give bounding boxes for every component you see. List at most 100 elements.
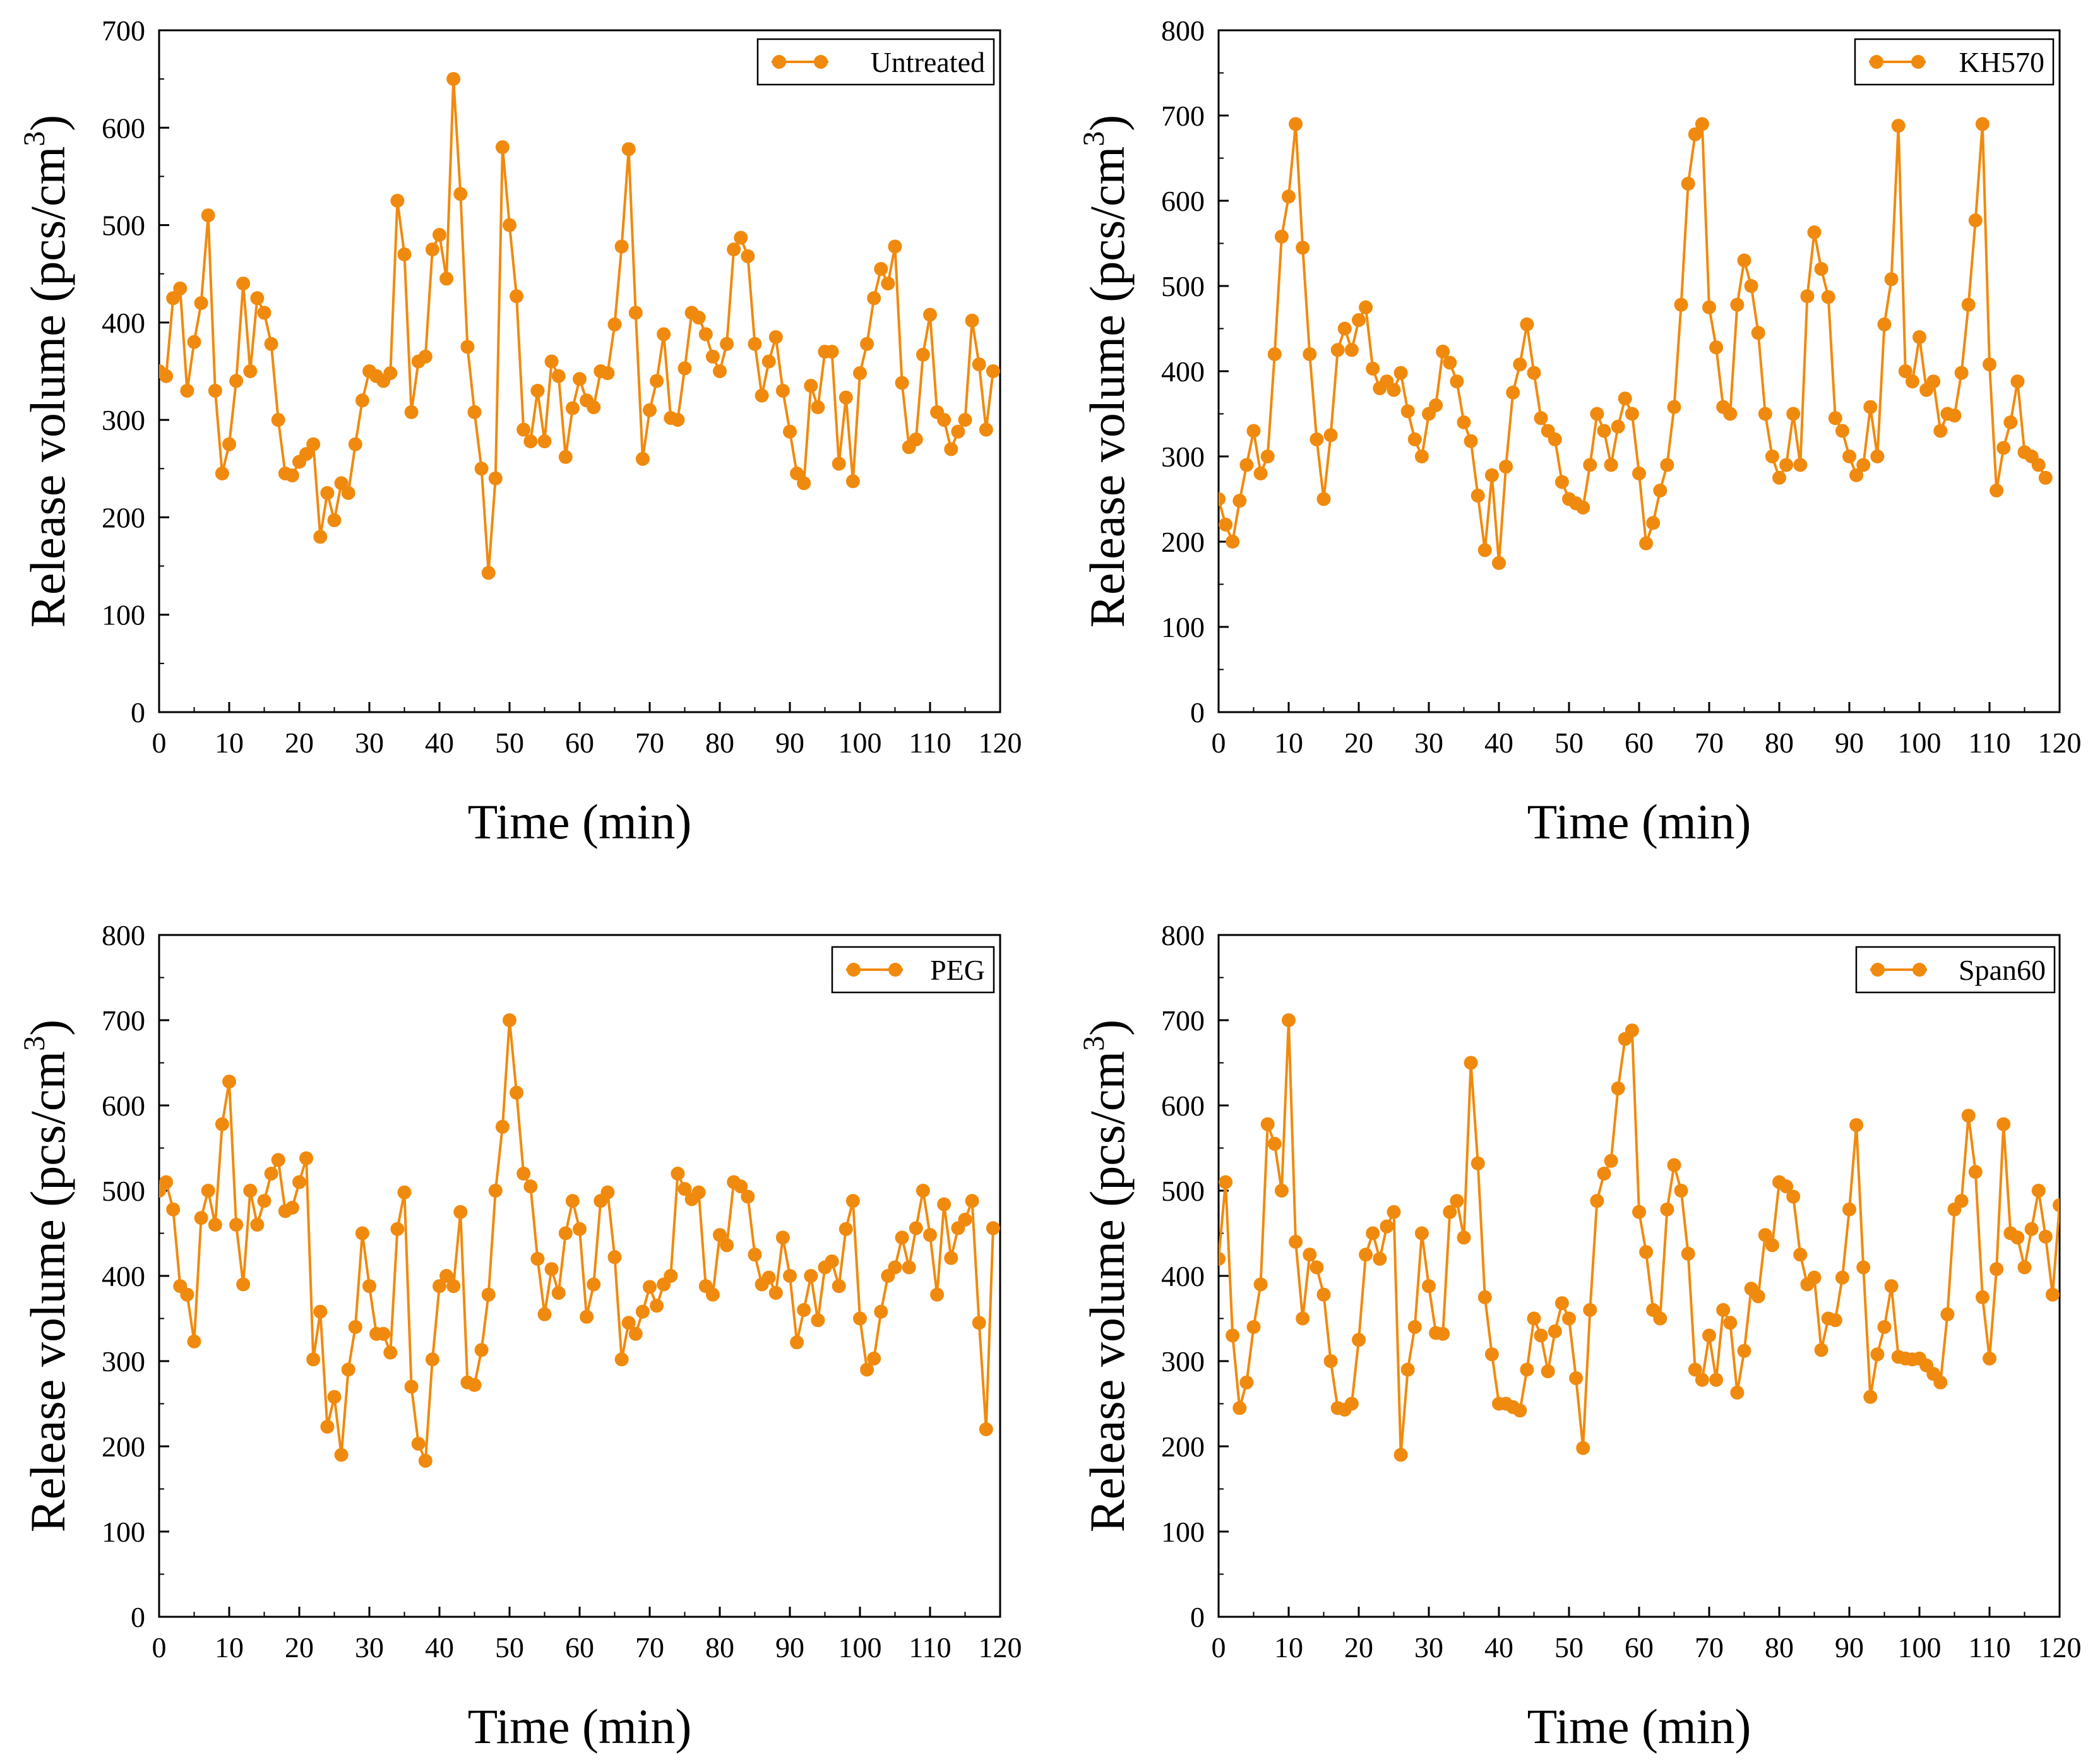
data-point bbox=[1219, 492, 1226, 506]
data-point bbox=[1400, 1362, 1415, 1377]
x-tick-label: 120 bbox=[2038, 727, 2082, 759]
data-point bbox=[965, 313, 979, 328]
data-point bbox=[558, 449, 573, 464]
x-tick-label: 120 bbox=[2038, 1631, 2082, 1664]
data-point bbox=[439, 1269, 454, 1283]
y-tick-label: 400 bbox=[102, 307, 145, 339]
data-point bbox=[264, 1167, 278, 1181]
data-point bbox=[797, 476, 811, 491]
data-point bbox=[194, 296, 208, 310]
data-point bbox=[1856, 1260, 1871, 1275]
data-point bbox=[1226, 1328, 1240, 1343]
chart-panel-4: 0 10 20 30 40 50 60 70 80 90 100 110 120 0 100 200 300 40… bbox=[1077, 919, 2082, 1754]
data-point bbox=[1695, 1372, 1709, 1387]
series-Untreated bbox=[159, 72, 1000, 580]
y-tick-label: 800 bbox=[1161, 919, 1205, 951]
data-point bbox=[1583, 458, 1597, 472]
data-point bbox=[797, 1303, 811, 1317]
data-point bbox=[923, 307, 937, 322]
data-point bbox=[1912, 330, 1926, 344]
data-point bbox=[222, 437, 236, 451]
data-point bbox=[264, 336, 278, 351]
data-point bbox=[825, 345, 839, 359]
data-point bbox=[838, 390, 853, 405]
data-point bbox=[1842, 1202, 1856, 1217]
legend-label: Untreated bbox=[871, 46, 985, 78]
x-tick-label: 60 bbox=[565, 727, 594, 759]
legend-marker bbox=[1870, 55, 1883, 69]
data-point bbox=[285, 1201, 299, 1215]
data-point bbox=[411, 1436, 426, 1451]
data-point bbox=[1477, 543, 1492, 557]
plot-frame bbox=[158, 934, 1001, 1618]
data-point bbox=[1484, 1347, 1499, 1362]
data-point bbox=[691, 311, 706, 325]
data-point bbox=[299, 1151, 314, 1165]
plot-frame bbox=[1217, 934, 2061, 1618]
legend: PEG bbox=[831, 946, 995, 994]
series-PEG bbox=[159, 1013, 1000, 1468]
data-point bbox=[1723, 1316, 1738, 1330]
data-point bbox=[1289, 117, 1303, 131]
data-point bbox=[1337, 321, 1352, 336]
data-point bbox=[488, 471, 503, 485]
data-point bbox=[1590, 407, 1604, 421]
data-point bbox=[587, 400, 601, 415]
data-point bbox=[860, 1362, 874, 1377]
y-axis-title-superscript: 3 bbox=[18, 131, 51, 146]
data-point bbox=[720, 336, 734, 351]
data-point bbox=[1443, 1205, 1457, 1219]
data-point bbox=[271, 413, 285, 427]
y-tick-label: 400 bbox=[102, 1260, 145, 1292]
y-tick-label: 0 bbox=[131, 696, 145, 729]
data-point bbox=[1940, 1307, 1955, 1321]
data-point bbox=[811, 1313, 825, 1328]
data-point bbox=[691, 1185, 706, 1199]
data-point bbox=[1926, 374, 1941, 389]
data-point bbox=[1506, 385, 1520, 400]
data-point bbox=[1330, 343, 1345, 357]
data-point bbox=[734, 230, 748, 245]
data-point bbox=[1597, 424, 1611, 438]
data-point bbox=[1387, 1205, 1401, 1219]
data-point bbox=[1618, 391, 1632, 406]
data-point bbox=[944, 442, 958, 456]
data-point bbox=[1219, 1252, 1226, 1266]
x-tick-label: 30 bbox=[355, 1631, 384, 1664]
data-point bbox=[1954, 1194, 1969, 1208]
data-point bbox=[1344, 343, 1359, 357]
data-point bbox=[2053, 1198, 2060, 1212]
data-point bbox=[565, 401, 580, 415]
data-point bbox=[1765, 449, 1779, 463]
data-point bbox=[1303, 1247, 1317, 1262]
data-point bbox=[937, 1197, 952, 1211]
data-point bbox=[1527, 1311, 1541, 1326]
data-point bbox=[495, 140, 510, 155]
data-point bbox=[166, 291, 181, 306]
data-point bbox=[916, 1184, 930, 1198]
data-point bbox=[2045, 1287, 2060, 1302]
data-point bbox=[741, 1189, 755, 1204]
data-point bbox=[1667, 1158, 1681, 1172]
data-point bbox=[453, 187, 468, 201]
data-point bbox=[1296, 241, 1310, 255]
x-tick-label: 10 bbox=[215, 1631, 244, 1664]
data-point bbox=[621, 1316, 636, 1330]
series-line bbox=[159, 78, 994, 574]
data-point bbox=[1366, 1226, 1380, 1241]
data-point bbox=[271, 1153, 285, 1167]
data-point bbox=[1414, 449, 1429, 463]
data-point bbox=[755, 388, 769, 403]
data-point bbox=[1457, 1230, 1471, 1245]
data-point bbox=[433, 228, 446, 242]
data-point bbox=[1316, 1287, 1331, 1302]
data-point bbox=[2017, 1260, 2032, 1275]
data-point bbox=[1464, 434, 1478, 448]
data-point bbox=[1751, 326, 1765, 340]
data-point bbox=[2003, 415, 2018, 429]
data-point bbox=[1219, 1175, 1233, 1189]
data-point bbox=[909, 1221, 923, 1235]
data-point bbox=[1758, 407, 1772, 421]
data-point bbox=[1520, 317, 1534, 331]
data-point bbox=[1961, 297, 1976, 312]
